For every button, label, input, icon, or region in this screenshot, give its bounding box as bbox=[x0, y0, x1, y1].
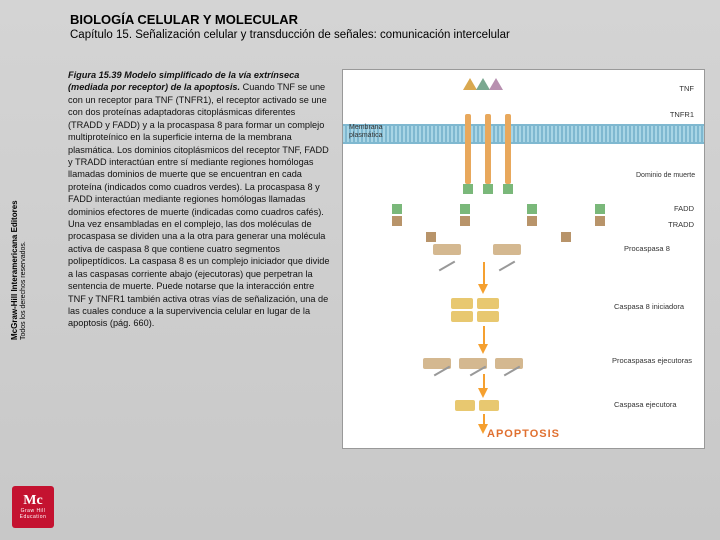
tnfr1-label: TNFR1 bbox=[670, 110, 694, 119]
apoptosis-diagram: TNF TNFR1 Membrana plasmática Dominio de… bbox=[342, 69, 705, 449]
content-row: Figura 15.39 Modelo simplificado de la v… bbox=[0, 45, 720, 449]
copyright-sidebar: McGraw-Hill Interamericana Editores Todo… bbox=[10, 200, 28, 340]
ded-box bbox=[561, 232, 571, 242]
death-domain-box bbox=[527, 204, 537, 214]
ded-box bbox=[460, 216, 470, 226]
logo-brand: Mc bbox=[23, 494, 42, 508]
death-domain-label: Dominio de muerte bbox=[636, 172, 696, 179]
ded-box bbox=[527, 216, 537, 226]
membrane-label: Membrana plasmática bbox=[349, 124, 395, 139]
receptor-2 bbox=[481, 114, 495, 194]
death-domain-box bbox=[392, 204, 402, 214]
slide-header: BIOLOGÍA CELULAR Y MOLECULAR Capítulo 15… bbox=[0, 0, 720, 45]
procasp8-row bbox=[363, 232, 634, 242]
death-domain-box bbox=[460, 204, 470, 214]
ded-box bbox=[595, 216, 605, 226]
tnf-label: TNF bbox=[679, 84, 694, 93]
fadd-label: FADD bbox=[674, 204, 694, 213]
procaspase-segment bbox=[433, 244, 461, 255]
receptor-1 bbox=[461, 114, 475, 194]
plasma-membrane bbox=[343, 124, 704, 144]
receptor-3 bbox=[501, 114, 515, 194]
publisher-name: McGraw-Hill Interamericana Editores bbox=[10, 200, 20, 340]
rights-reserved: Todos los derechos reservados. bbox=[20, 200, 28, 340]
tradd-label: TRADD bbox=[668, 220, 694, 229]
death-domain-box bbox=[595, 204, 605, 214]
ded-box bbox=[426, 232, 436, 242]
procasp8-label: Procaspasa 8 bbox=[624, 244, 694, 253]
apoptosis-label: APOPTOSIS bbox=[487, 428, 560, 440]
exec-label: Caspasa ejecutora bbox=[614, 400, 694, 409]
figure-body: Cuando TNF se une con un receptor para T… bbox=[68, 82, 330, 328]
course-title: BIOLOGÍA CELULAR Y MOLECULAR bbox=[70, 12, 650, 27]
ded-box bbox=[392, 216, 402, 226]
adapter-row bbox=[363, 204, 634, 214]
logo-edu: Education bbox=[20, 514, 47, 520]
chapter-subtitle: Capítulo 15. Señalización celular y tran… bbox=[70, 29, 650, 41]
casp8-label: Caspasa 8 iniciadora bbox=[614, 302, 694, 311]
procaspase-segment bbox=[493, 244, 521, 255]
tnf-ligand bbox=[463, 78, 503, 112]
mcgraw-hill-logo: Mc Graw Hill Education bbox=[12, 486, 54, 528]
exec-pro-label: Procaspasas ejecutoras bbox=[612, 356, 698, 365]
figure-caption: Figura 15.39 Modelo simplificado de la v… bbox=[30, 69, 330, 449]
ded-row bbox=[363, 216, 634, 226]
